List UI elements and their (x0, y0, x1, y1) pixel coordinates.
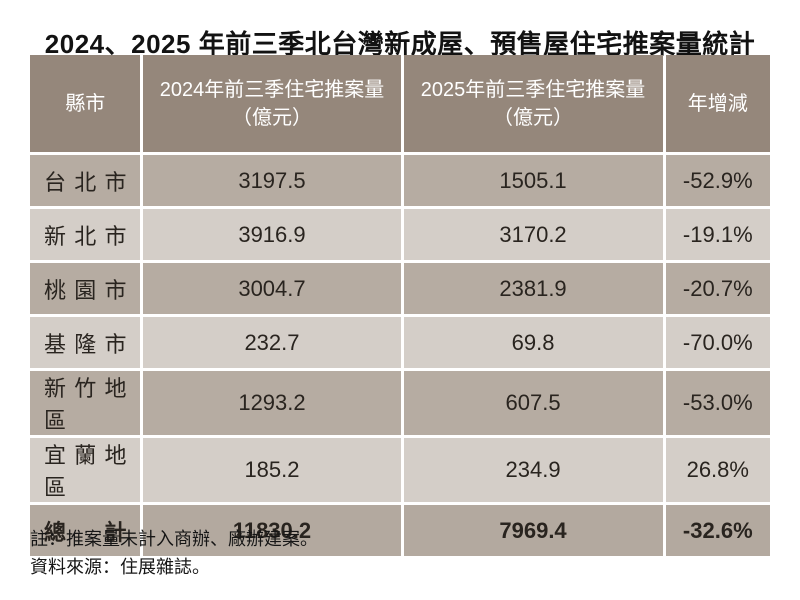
page-title: 2024、2025 年前三季北台灣新成屋、預售屋住宅推案量統計 (44, 29, 756, 59)
column-header-2024-label: 2024年前三季住宅推案量 (159, 78, 385, 101)
total-row: 總 計 11830.2 7969.4 -32.6% (30, 505, 770, 556)
cell-2024-total: 11830.2 (143, 505, 401, 556)
footnote-note: 註：推案量未計入商辦、廠辦建案。 (30, 529, 318, 549)
cell-2024-value: 232.7 (143, 317, 401, 368)
footnote-source: 資料來源：住展雜誌。 (30, 557, 210, 577)
cell-yoy-total: -32.6% (665, 505, 770, 556)
cell-2025-value: 3170.2 (403, 209, 663, 260)
column-header-region-label: 縣市 (65, 92, 106, 115)
table-row: 桃 園 市 3004.7 2381.9 -20.7% (30, 263, 770, 314)
cell-region-total: 總 計 (30, 505, 141, 556)
cell-yoy-value: -52.9% (665, 155, 770, 206)
cell-2024-value: 3004.7 (143, 263, 401, 314)
cell-2024-value: 1293.2 (143, 371, 401, 435)
column-header-2025: 2025年前三季住宅推案量 （億元） (403, 55, 663, 152)
column-header-region: 縣市 (30, 55, 141, 152)
column-header-2024: 2024年前三季住宅推案量 （億元） (143, 55, 401, 152)
cell-region: 宜蘭地區 (30, 438, 141, 502)
cell-yoy-value: -20.7% (665, 263, 770, 314)
cell-2025-value: 607.5 (403, 371, 663, 435)
cell-2025-value: 234.9 (403, 438, 663, 502)
table-row: 台 北 市 3197.5 1505.1 -52.9% (30, 155, 770, 206)
table-body: 台 北 市 3197.5 1505.1 -52.9% 新 北 市 3916.9 … (30, 155, 770, 556)
column-header-yoy: 年增減 (665, 55, 770, 152)
cell-region: 新竹地區 (30, 371, 141, 435)
table-row: 新竹地區 1293.2 607.5 -53.0% (30, 371, 770, 435)
cell-yoy-value: -70.0% (665, 317, 770, 368)
column-header-2025-label: 2025年前三季住宅推案量 (420, 78, 646, 101)
cell-region: 基 隆 市 (30, 317, 141, 368)
cell-region: 新 北 市 (30, 209, 141, 260)
cell-region: 台 北 市 (30, 155, 141, 206)
cell-2025-value: 1505.1 (403, 155, 663, 206)
stats-table: 縣市 2024年前三季住宅推案量 （億元） 2025年前三季住宅推案量 （億元）… (27, 52, 773, 559)
column-header-2024-unit: （億元） (231, 106, 312, 129)
cell-2024-value: 3916.9 (143, 209, 401, 260)
table-row: 基 隆 市 232.7 69.8 -70.0% (30, 317, 770, 368)
footnotes: 註：推案量未計入商辦、廠辦建案。 資料來源：住展雜誌。 (30, 525, 318, 581)
table-row: 新 北 市 3916.9 3170.2 -19.1% (30, 209, 770, 260)
cell-yoy-value: -19.1% (665, 209, 770, 260)
column-header-yoy-label: 年增減 (687, 92, 748, 115)
cell-2025-total: 7969.4 (403, 505, 663, 556)
cell-2024-value: 185.2 (143, 438, 401, 502)
cell-yoy-value: -53.0% (665, 371, 770, 435)
cell-region: 桃 園 市 (30, 263, 141, 314)
table-header: 縣市 2024年前三季住宅推案量 （億元） 2025年前三季住宅推案量 （億元）… (30, 55, 770, 152)
table-row: 宜蘭地區 185.2 234.9 26.8% (30, 438, 770, 502)
cell-2025-value: 69.8 (403, 317, 663, 368)
header-row: 縣市 2024年前三季住宅推案量 （億元） 2025年前三季住宅推案量 （億元）… (30, 55, 770, 152)
cell-2024-value: 3197.5 (143, 155, 401, 206)
cell-yoy-value: 26.8% (665, 438, 770, 502)
cell-2025-value: 2381.9 (403, 263, 663, 314)
column-header-2025-unit: （億元） (493, 106, 574, 129)
